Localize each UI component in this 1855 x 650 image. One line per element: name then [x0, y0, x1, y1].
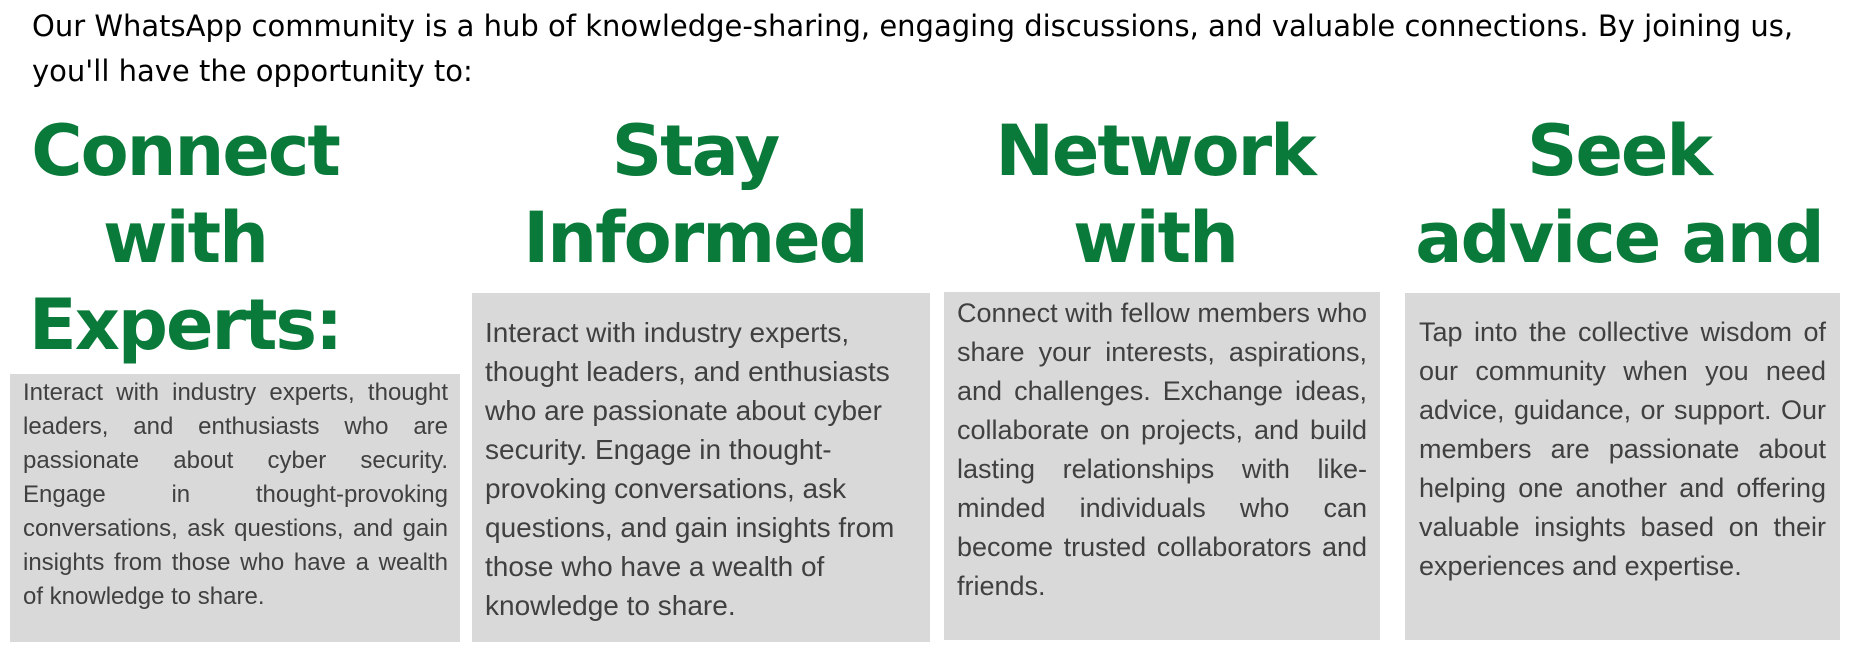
body-network-with-peers: Connect with fellow members who share yo… — [944, 292, 1380, 640]
body-seek-advice-and-support: Tap into the collective wisdom of our co… — [1405, 293, 1840, 640]
intro-paragraph: Our WhatsApp community is a hub of knowl… — [32, 9, 1794, 88]
body-stay-informed: Interact with industry experts, thought … — [472, 293, 930, 642]
body-connect-with-experts: Interact with industry experts, thought … — [10, 374, 460, 642]
heading-connect-with-experts: Connect with Experts: — [28, 110, 343, 366]
heading-stay-informed: Stay Informed — [523, 110, 868, 279]
